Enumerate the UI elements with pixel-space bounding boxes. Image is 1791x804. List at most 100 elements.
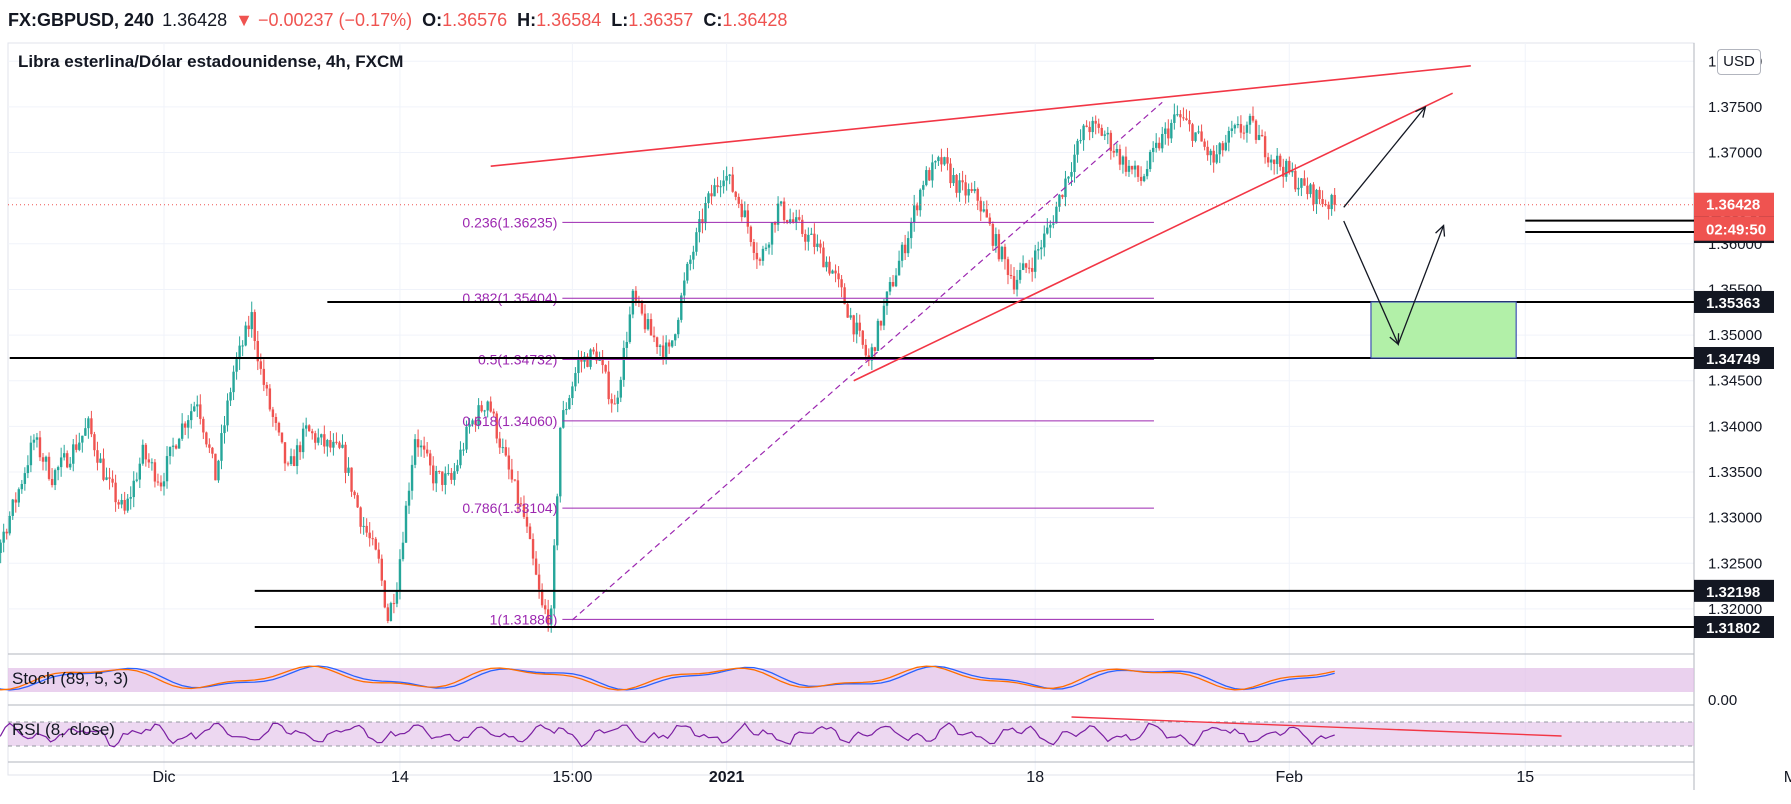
candle-body [41, 457, 45, 462]
candle-body [1024, 263, 1028, 268]
candle-body [1327, 204, 1330, 210]
candle [202, 416, 205, 440]
candle-body [701, 219, 704, 224]
candle [798, 209, 801, 222]
candle-body [153, 462, 157, 482]
candle-body [81, 435, 84, 443]
candle-body [238, 345, 241, 360]
candle-body [1130, 165, 1134, 170]
candle [244, 321, 247, 347]
rsi-label[interactable]: RSI (8, close) [12, 720, 115, 739]
candle-body [1239, 124, 1243, 133]
candle-body [894, 275, 898, 287]
candle-body [758, 259, 762, 261]
stoch-label[interactable]: Stoch (89, 5, 3) [12, 669, 129, 688]
scenario-up-arrow [1343, 106, 1426, 208]
candle-body [398, 559, 402, 591]
candle-body [667, 342, 671, 347]
candle-body [634, 290, 638, 301]
candle [595, 343, 598, 364]
candle [743, 201, 746, 218]
candle-body [607, 371, 610, 400]
candle-body [105, 477, 108, 480]
candle-body [223, 425, 226, 434]
candle [1018, 262, 1022, 284]
level-price-badge: 1.32198 [1694, 579, 1774, 602]
time-tick-label: 14 [391, 769, 409, 786]
price-tick-label: 1.33500 [1708, 464, 1762, 481]
candle-body [117, 502, 120, 505]
candle [365, 518, 368, 537]
candle [47, 452, 51, 481]
candle [625, 331, 629, 359]
candle [1037, 241, 1040, 260]
rsi-divergence-line [1071, 716, 1562, 737]
candle-body [1236, 124, 1240, 126]
candle-body [674, 334, 677, 341]
candle-body [416, 439, 420, 448]
candle [326, 438, 329, 457]
candle [196, 395, 199, 418]
close-value: 1.36428 [722, 9, 788, 30]
candle-body [661, 345, 665, 357]
candle-body [1006, 259, 1010, 275]
candle [368, 522, 371, 547]
candle-body [2, 531, 5, 543]
candle [628, 306, 632, 344]
candle [925, 166, 928, 187]
candle [1233, 123, 1237, 134]
candle-body [1303, 178, 1306, 186]
candle-body [202, 418, 205, 433]
candle [801, 214, 804, 237]
candle-body [429, 453, 432, 466]
symbol-text[interactable]: FX:GBPUSD [8, 9, 115, 30]
candle [474, 416, 477, 432]
candle [1285, 158, 1288, 182]
candle-body [425, 449, 429, 454]
scenario-down-arrow-head [1435, 224, 1446, 237]
price-axis: 1.380001.375001.370001.365001.360001.355… [1694, 53, 1774, 638]
candle [1254, 119, 1258, 144]
last-badge-bg [1694, 192, 1774, 217]
candle [985, 200, 988, 218]
candle-body [568, 398, 571, 409]
candle [190, 403, 193, 429]
currency-button[interactable]: USD [1717, 49, 1761, 75]
candle-body [843, 287, 846, 305]
candle [937, 155, 940, 166]
candle [1221, 140, 1224, 157]
candle-body [897, 260, 901, 276]
candle-body [168, 446, 172, 457]
candle [565, 402, 568, 415]
candle [84, 418, 87, 436]
scenario-arrows [1343, 105, 1446, 346]
candle-body [604, 365, 607, 372]
candle-body [683, 280, 686, 296]
candle [174, 444, 178, 450]
interval-text[interactable]: 240 [124, 9, 155, 30]
candle-body [265, 384, 269, 389]
candle [1306, 177, 1309, 200]
candle-body [183, 423, 187, 428]
candle-body [828, 261, 831, 274]
candle-body [199, 404, 202, 419]
candle-body [156, 481, 160, 483]
candle [1321, 190, 1324, 208]
candle [0, 539, 2, 564]
candle-body [229, 392, 232, 401]
candle-body [746, 210, 750, 227]
candle-body [226, 400, 229, 426]
candle [211, 446, 214, 459]
candle [510, 458, 514, 483]
fib-level-label: 0.618(1.34060) [462, 413, 557, 429]
candle-body [782, 201, 786, 221]
candle-body [304, 425, 308, 429]
candle [386, 603, 390, 624]
candle [822, 241, 825, 268]
candle-body [29, 442, 33, 466]
candle [223, 415, 226, 444]
candle [156, 473, 160, 486]
candle-body [1034, 250, 1037, 272]
candle-body [1248, 115, 1252, 125]
